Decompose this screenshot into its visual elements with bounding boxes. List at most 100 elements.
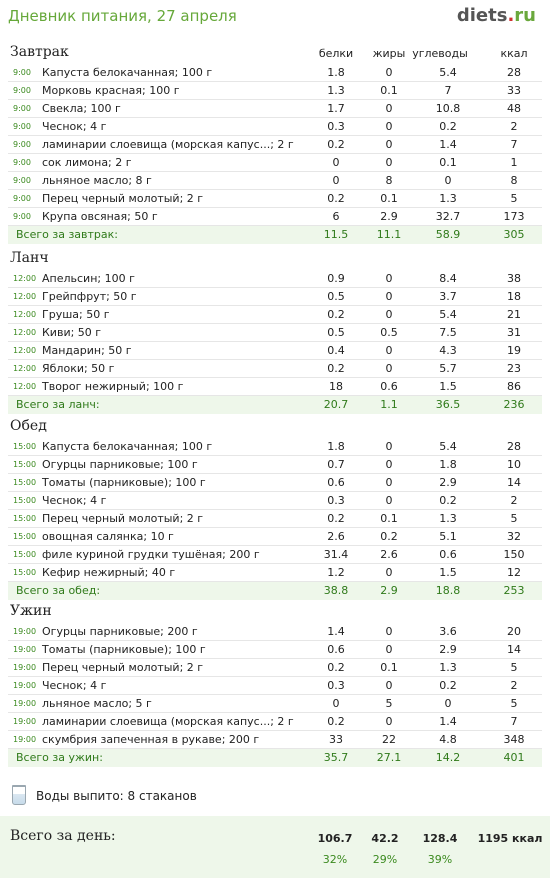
food-carbs: 3.6 [439, 625, 457, 638]
food-row[interactable]: 15:00 овощная салянка; 10 г 2.6 0.2 5.1 32 [8, 528, 542, 546]
food-row[interactable]: 9:00 Свекла; 100 г 1.7 0 10.8 48 [8, 100, 542, 118]
food-row[interactable]: 12:00 Грейпфрут; 50 г 0.5 0 3.7 18 [8, 288, 542, 306]
food-name[interactable]: Капуста белокачанная; 100 г [42, 440, 213, 453]
food-name[interactable]: льняное масло; 8 г [42, 174, 152, 187]
food-row[interactable]: 9:00 льняное масло; 8 г 0 8 0 8 [8, 172, 542, 190]
food-time: 15:00 [13, 478, 37, 487]
food-row[interactable]: 19:00 Огурцы парниковые; 200 г 1.4 0 3.6 20 [8, 623, 542, 641]
food-row[interactable]: 12:00 Груша; 50 г 0.2 0 5.4 21 [8, 306, 542, 324]
food-name[interactable]: Огурцы парниковые; 200 г [42, 625, 198, 638]
food-name[interactable]: Чеснок; 4 г [42, 679, 107, 692]
food-row[interactable]: 9:00 Чеснок; 4 г 0.3 0 0.2 2 [8, 118, 542, 136]
food-name[interactable]: ламинарии слоевища (морская капус...; 2 … [42, 715, 294, 728]
food-fats: 0 [385, 120, 393, 133]
food-time: 19:00 [13, 681, 37, 690]
food-row[interactable]: 9:00 Крупа овсяная; 50 г 6 2.9 32.7 173 [8, 208, 542, 226]
food-name[interactable]: Томаты (парниковые); 100 г [42, 476, 206, 489]
food-name[interactable]: Киви; 50 г [42, 326, 102, 339]
food-name[interactable]: Творог нежирный; 100 г [42, 380, 184, 393]
food-row[interactable]: 9:00 сок лимона; 2 г 0 0 0.1 1 [8, 154, 542, 172]
food-row[interactable]: 12:00 Творог нежирный; 100 г 18 0.6 1.5 86 [8, 378, 542, 396]
food-carbs: 0.6 [439, 548, 457, 561]
food-kcal: 1 [510, 156, 518, 169]
food-carbs: 7.5 [439, 326, 457, 339]
food-row[interactable]: 9:00 Перец черный молотый; 2 г 0.2 0.1 1.3 5 [8, 190, 542, 208]
food-name[interactable]: Чеснок; 4 г [42, 120, 107, 133]
food-fats: 0 [385, 362, 393, 375]
column-headers: белки жиры углеводы ккал [0, 47, 550, 63]
food-carbs: 1.3 [439, 192, 457, 205]
food-fats: 0 [385, 308, 393, 321]
food-name[interactable]: Свекла; 100 г [42, 102, 121, 115]
food-row[interactable]: 9:00 Морковь красная; 100 г 1.3 0.1 7 33 [8, 82, 542, 100]
food-proteins: 0.7 [327, 458, 345, 471]
food-proteins: 0 [332, 174, 340, 187]
food-name[interactable]: Капуста белокачанная; 100 г [42, 66, 213, 79]
food-row[interactable]: 12:00 Мандарин; 50 г 0.4 0 4.3 19 [8, 342, 542, 360]
food-carbs: 0.2 [439, 679, 457, 692]
food-name[interactable]: Перец черный молотый; 2 г [42, 512, 204, 525]
food-row[interactable]: 15:00 Перец черный молотый; 2 г 0.2 0.1 1.3 5 [8, 510, 542, 528]
food-time: 19:00 [13, 699, 37, 708]
food-name[interactable]: Яблоки; 50 г [42, 362, 115, 375]
food-time: 12:00 [13, 364, 37, 373]
food-name[interactable]: Томаты (парниковые); 100 г [42, 643, 206, 656]
day-carbs-pct: 39% [427, 853, 453, 866]
food-row[interactable]: 12:00 Апельсин; 100 г 0.9 0 8.4 38 [8, 270, 542, 288]
food-name[interactable]: Чеснок; 4 г [42, 494, 107, 507]
meal-total-row: Всего за ланч: 20.7 1.1 36.5 236 [8, 396, 542, 414]
food-name[interactable]: Кефир нежирный; 40 г [42, 566, 176, 579]
food-name[interactable]: Крупа овсяная; 50 г [42, 210, 158, 223]
food-name[interactable]: Огурцы парниковые; 100 г [42, 458, 198, 471]
food-row[interactable]: 15:00 Чеснок; 4 г 0.3 0 0.2 2 [8, 492, 542, 510]
meal-total-proteins: 35.7 [323, 751, 349, 764]
food-fats: 0 [385, 102, 393, 115]
food-row[interactable]: 9:00 Капуста белокачанная; 100 г 1.8 0 5.4 28 [8, 64, 542, 82]
food-name[interactable]: Апельсин; 100 г [42, 272, 135, 285]
food-row[interactable]: 19:00 ламинарии слоевища (морская капус..… [8, 713, 542, 731]
meal-total-kcal: 253 [503, 584, 525, 597]
food-row[interactable]: 19:00 Томаты (парниковые); 100 г 0.6 0 2.9 14 [8, 641, 542, 659]
food-row[interactable]: 9:00 ламинарии слоевища (морская капус...… [8, 136, 542, 154]
food-proteins: 0.2 [327, 512, 345, 525]
food-row[interactable]: 15:00 Кефир нежирный; 40 г 1.2 0 1.5 12 [8, 564, 542, 582]
food-time: 9:00 [13, 68, 31, 77]
food-kcal: 5 [510, 661, 518, 674]
food-name[interactable]: филе куриной грудки тушёная; 200 г [42, 548, 260, 561]
food-fats: 0 [385, 344, 393, 357]
food-row[interactable]: 12:00 Яблоки; 50 г 0.2 0 5.7 23 [8, 360, 542, 378]
food-name[interactable]: Перец черный молотый; 2 г [42, 661, 204, 674]
food-proteins: 1.4 [327, 625, 345, 638]
food-name[interactable]: Груша; 50 г [42, 308, 110, 321]
col-proteins: белки [318, 47, 354, 60]
food-time: 12:00 [13, 274, 37, 283]
food-row[interactable]: 15:00 Огурцы парниковые; 100 г 0.7 0 1.8 10 [8, 456, 542, 474]
food-name[interactable]: овощная салянка; 10 г [42, 530, 174, 543]
food-name[interactable]: льняное масло; 5 г [42, 697, 152, 710]
food-carbs: 5.4 [439, 440, 457, 453]
food-proteins: 1.3 [327, 84, 345, 97]
site-logo[interactable]: diets.ru [457, 5, 536, 26]
food-name[interactable]: сок лимона; 2 г [42, 156, 132, 169]
food-row[interactable]: 15:00 Капуста белокачанная; 100 г 1.8 0 5.4 2… [8, 438, 542, 456]
food-name[interactable]: Морковь красная; 100 г [42, 84, 180, 97]
water-label: Воды выпито: 8 стаканов [36, 789, 197, 803]
food-name[interactable]: Грейпфрут; 50 г [42, 290, 137, 303]
food-row[interactable]: 19:00 Перец черный молотый; 2 г 0.2 0.1 1.3 5 [8, 659, 542, 677]
food-kcal: 12 [507, 566, 521, 579]
food-time: 15:00 [13, 568, 37, 577]
food-fats: 0 [385, 476, 393, 489]
food-name[interactable]: Мандарин; 50 г [42, 344, 132, 357]
day-proteins-pct: 32% [322, 853, 348, 866]
food-name[interactable]: Перец черный молотый; 2 г [42, 192, 204, 205]
food-row[interactable]: 19:00 Чеснок; 4 г 0.3 0 0.2 2 [8, 677, 542, 695]
food-row[interactable]: 12:00 Киви; 50 г 0.5 0.5 7.5 31 [8, 324, 542, 342]
food-row[interactable]: 15:00 филе куриной грудки тушёная; 200 г 3… [8, 546, 542, 564]
food-row[interactable]: 19:00 льняное масло; 5 г 0 5 0 5 [8, 695, 542, 713]
food-name[interactable]: ламинарии слоевища (морская капус...; 2 … [42, 138, 294, 151]
food-row[interactable]: 19:00 скумбрия запеченная в рукаве; 200 г… [8, 731, 542, 749]
food-kcal: 32 [507, 530, 521, 543]
food-name[interactable]: скумбрия запеченная в рукаве; 200 г [42, 733, 260, 746]
food-row[interactable]: 15:00 Томаты (парниковые); 100 г 0.6 0 2.9 14 [8, 474, 542, 492]
food-carbs: 0.2 [439, 494, 457, 507]
